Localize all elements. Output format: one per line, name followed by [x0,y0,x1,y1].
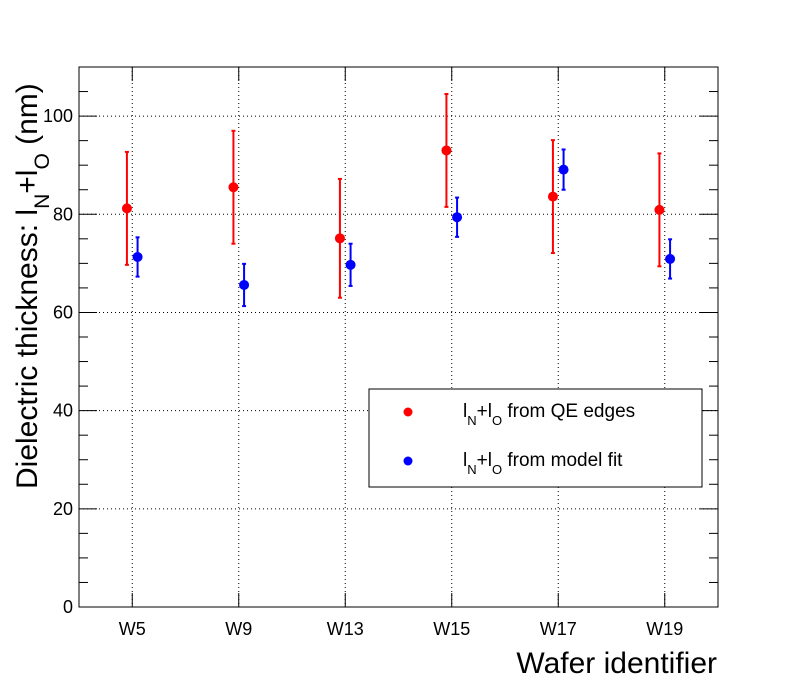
x-tick-label: W9 [225,619,252,639]
grid-layer [79,67,718,607]
data-point-model-fit [558,164,569,175]
legend-box [368,388,703,488]
legend-marker-qe-edges [403,407,413,417]
data-point-model-fit [132,251,143,262]
legend-marker-model-fit [403,456,413,466]
y-tick-label: 0 [63,597,73,617]
legend-label-model-fit: lN+lO from model fit [463,450,623,477]
axis-layer: W5 W9 W13 W15 W17 W19 0 20 40 60 80 100 [43,66,718,639]
x-tick-label: W13 [327,619,364,639]
legend: lN+lO from QE edges lN+lO from model fit [368,388,703,488]
x-tick-label: W15 [433,619,470,639]
x-tick-label: W19 [646,619,683,639]
x-tick-label: W17 [540,619,577,639]
data-point-model-fit [239,279,250,290]
y-tick-label: 60 [53,302,73,322]
data-point-qe-edges [547,191,558,202]
data-point-model-fit [665,253,676,264]
data-point-qe-edges [441,145,452,156]
data-point-qe-edges [654,204,665,215]
y-axis-title: Dielectric thickness: lN+lO (nm) [11,83,54,489]
y-tick-label: 40 [53,401,73,421]
x-tick-label: W5 [119,619,146,639]
y-tick-label: 100 [43,106,73,126]
x-axis-title: Wafer identifier [516,647,717,675]
data-point-model-fit [345,259,356,270]
data-point-qe-edges [121,203,132,214]
data-point-model-fit [452,212,463,223]
data-point-qe-edges [228,182,239,193]
y-tick-label: 80 [53,204,73,224]
data-point-qe-edges [334,233,345,244]
y-tick-label: 20 [53,499,73,519]
marks-layer [121,93,676,308]
legend-label-qe-edges: lN+lO from QE edges [463,401,635,428]
plot-frame [78,66,719,608]
